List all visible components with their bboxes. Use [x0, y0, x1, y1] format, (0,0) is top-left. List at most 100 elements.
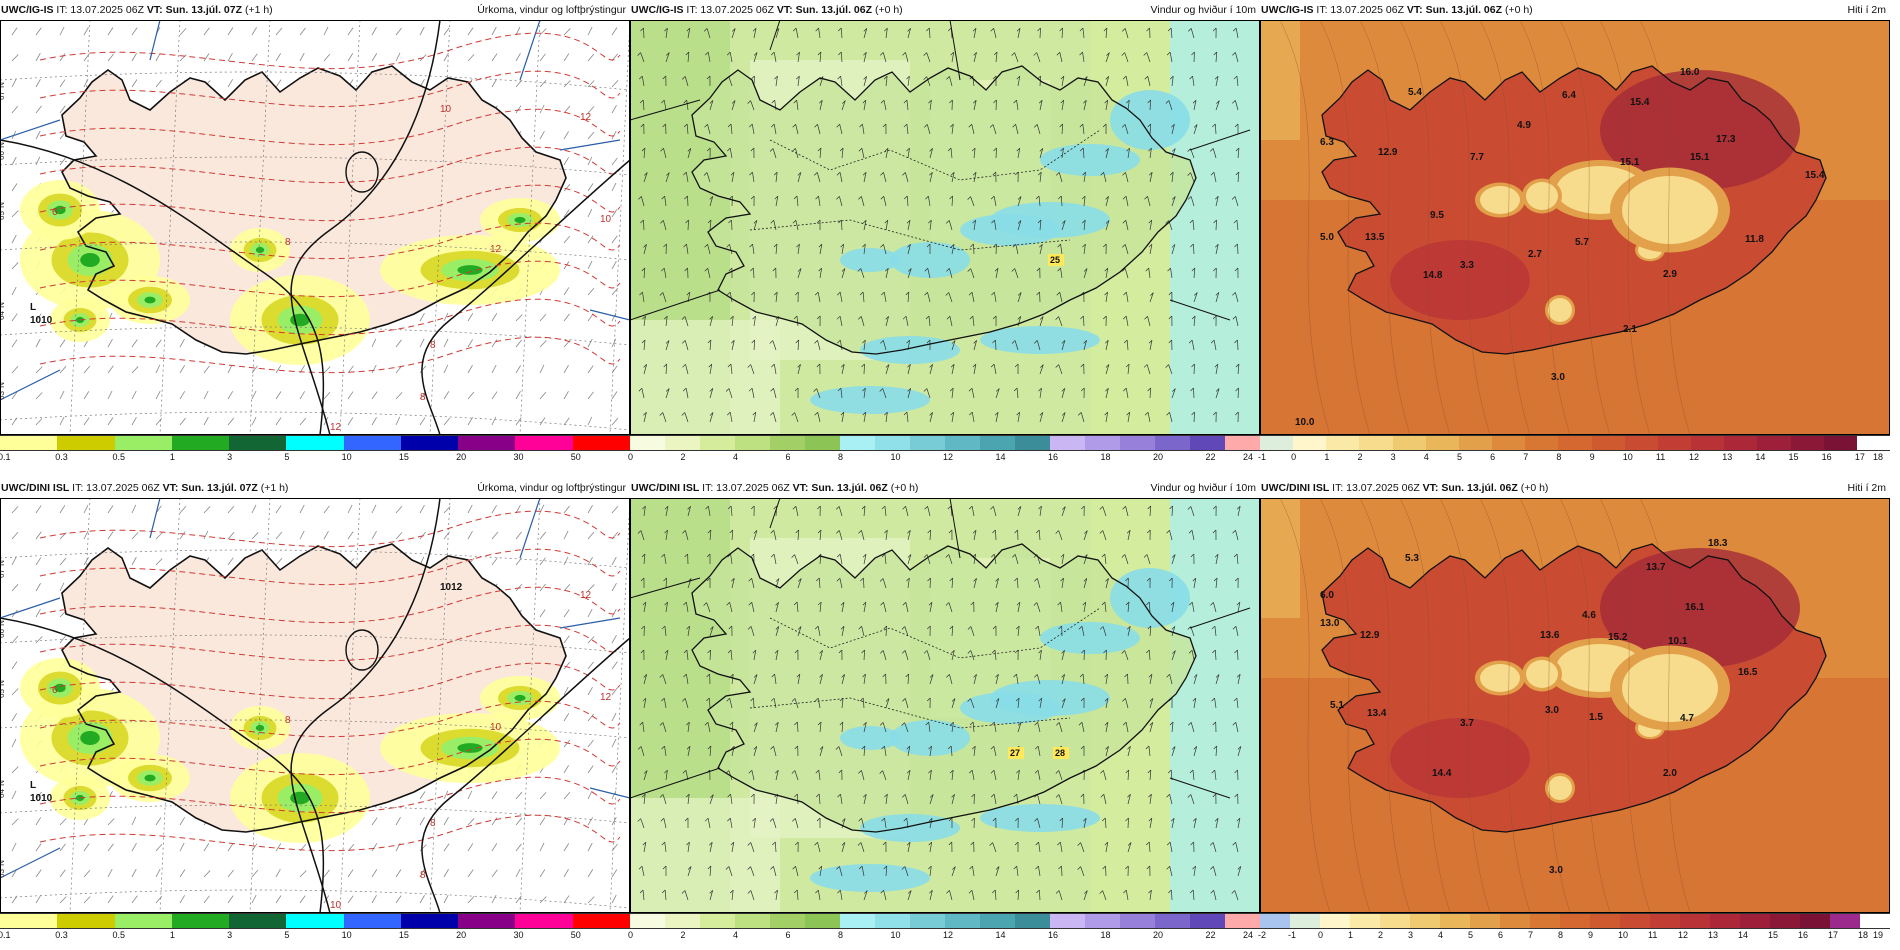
- colorbar-tick-label: 20: [456, 452, 467, 462]
- temperature-label: 13.7: [1646, 562, 1666, 573]
- colorbar-tick-label: 0: [628, 930, 634, 940]
- valid-time: VT: Sun. 13.júl. 06Z: [792, 482, 888, 494]
- colorbar-swatch: [735, 914, 770, 928]
- colorbar-tick-label: 24: [1243, 452, 1254, 462]
- temperature-label: 17.3: [1716, 134, 1736, 145]
- colorbar-swatch: [1015, 914, 1050, 928]
- temperature-label: 9.5: [1430, 210, 1444, 221]
- colorbar-swatch: [1525, 436, 1559, 450]
- colorbar-swatch: [1085, 914, 1120, 928]
- colorbar-swatch: [1680, 914, 1710, 928]
- colorbar-swatch: [875, 914, 910, 928]
- colorbar-tick-label: 11: [1648, 930, 1658, 940]
- colorbar-tick-label: -2: [1258, 930, 1267, 940]
- colorbar-tick-label: 10: [890, 930, 901, 940]
- colorbar-swatch: [1691, 436, 1725, 450]
- colorbar-tick-label: 10: [341, 452, 352, 462]
- lead-time: (+0 h): [1520, 482, 1549, 494]
- init-time: IT: 13.07.2025 06Z: [1316, 4, 1404, 16]
- colorbar: 0.1 0.3 0.5 1 3 5 10 15 20 30 50: [0, 913, 630, 948]
- colorbar-tick-label: 22: [1205, 930, 1216, 940]
- colorbar-tick-label: 13: [1708, 930, 1719, 940]
- model-name: UWC/IG-IS: [1261, 4, 1314, 16]
- temperature-label: 4.9: [1517, 120, 1531, 131]
- panel-header: UWC/IG-IS IT: 13.07.2025 06Z VT: Sun. 13…: [630, 0, 1260, 20]
- init-time: IT: 13.07.2025 06Z: [702, 482, 790, 494]
- colorbar-tick-label: 4: [733, 452, 739, 462]
- colorbar: 0 2 4 6 8 10 12 14 16 18 20 22 24: [628, 435, 1260, 470]
- model-name: UWC/IG-IS: [1, 4, 54, 16]
- colorbar-tick-label: 0.1: [0, 452, 11, 462]
- colorbar-tick-label: 18: [1100, 452, 1111, 462]
- colorbar-tick-label: 14: [1755, 452, 1766, 462]
- colorbar-tick-label: 22: [1205, 452, 1216, 462]
- colorbar-swatch: [1015, 436, 1050, 450]
- colorbar-swatch: [630, 914, 665, 928]
- latitude-label: 66°N: [0, 620, 6, 638]
- colorbar-tick-label: -1: [1288, 930, 1297, 940]
- colorbar-tick-label: 5: [284, 930, 290, 940]
- colorbar-tick-label: 9: [1589, 452, 1595, 462]
- temperature-label: 1.5: [1589, 712, 1603, 723]
- latitude-label: 63°N: [0, 860, 6, 878]
- colorbar-swatch: [1155, 436, 1190, 450]
- colorbar-swatch: [1190, 436, 1225, 450]
- temperature-label: 10.1: [1668, 636, 1688, 647]
- lead-time: (+1 h): [244, 4, 273, 16]
- temperature-label: 16.1: [1685, 602, 1705, 613]
- colorbar-swatch: [840, 914, 875, 928]
- model-name: UWC/IG-IS: [631, 4, 684, 16]
- temperature-label: 5.4: [1408, 87, 1422, 98]
- contour-label: 10: [440, 104, 452, 115]
- colorbar-tick-label: 2: [1357, 452, 1363, 462]
- colorbar-swatch: [1260, 436, 1294, 450]
- colorbar-swatch: [1326, 436, 1360, 450]
- map-area: 27 28: [630, 498, 1260, 913]
- colorbar-tick-label: 4: [1438, 930, 1444, 940]
- contour-label: 8: [285, 715, 291, 726]
- contour-label: 8: [285, 237, 291, 248]
- colorbar-tick-label: 20: [1153, 452, 1164, 462]
- colorbar-tick-label: 4: [1423, 452, 1429, 462]
- colorbar-tick-label: 18: [1100, 930, 1111, 940]
- colorbar-swatch: [572, 436, 630, 450]
- colorbar-swatch: [910, 436, 945, 450]
- contour-label: L: [30, 780, 36, 791]
- temperature-label: 3.3: [1460, 260, 1474, 271]
- temperature-label: 7.7: [1470, 152, 1484, 163]
- colorbar-tick-label: 4: [733, 930, 739, 940]
- colorbar-swatch: [1392, 436, 1426, 450]
- colorbar-tick-label: 50: [570, 930, 581, 940]
- temperature-label: 16.5: [1738, 667, 1758, 678]
- valid-time: VT: Sun. 13.júl. 06Z: [1422, 482, 1518, 494]
- colorbar-tick-label: 8: [1558, 930, 1564, 940]
- colorbar-tick-label: 0.1: [0, 930, 11, 940]
- lead-time: (+0 h): [890, 482, 919, 494]
- lead-time: (+0 h): [874, 4, 903, 16]
- colorbar-swatch: [1492, 436, 1526, 450]
- lead-time: (+1 h): [260, 482, 289, 494]
- colorbar-swatch: [1290, 914, 1320, 928]
- colorbar: 0.1 0.3 0.5 1 3 5 10 15 20 30 50: [0, 435, 630, 470]
- temperature-label: 11.8: [1745, 234, 1764, 245]
- latitude-label: 65°N: [0, 680, 6, 698]
- colorbar-tick-label: 0.3: [55, 930, 68, 940]
- colorbar-tick-label: 12: [943, 930, 954, 940]
- colorbar-tick-label: 0.5: [112, 930, 126, 940]
- product-title: Úrkoma, vindur og loftþrýstingur: [477, 4, 626, 16]
- colorbar-tick-label: 15: [398, 452, 409, 462]
- contour-label: 12: [600, 692, 612, 703]
- colorbar-swatch: [1470, 914, 1500, 928]
- colorbar-swatch: [515, 914, 573, 928]
- temperature-label: 12.9: [1378, 147, 1398, 158]
- colorbar-swatch: [1624, 436, 1658, 450]
- colorbar-tick-label: 8: [1556, 452, 1562, 462]
- gust-value-label: 27: [1010, 748, 1020, 758]
- colorbar-tick-label: 3: [227, 930, 233, 940]
- contour-label: 12: [330, 422, 342, 433]
- temperature-label: 3.0: [1551, 372, 1565, 383]
- latitude-label: 65°N: [0, 202, 6, 220]
- panel-dini-wind: UWC/DINI ISL IT: 13.07.2025 06Z VT: Sun.…: [628, 478, 1260, 948]
- valid-time: VT: Sun. 13.júl. 06Z: [1406, 4, 1503, 16]
- colorbar-swatch: [700, 436, 735, 450]
